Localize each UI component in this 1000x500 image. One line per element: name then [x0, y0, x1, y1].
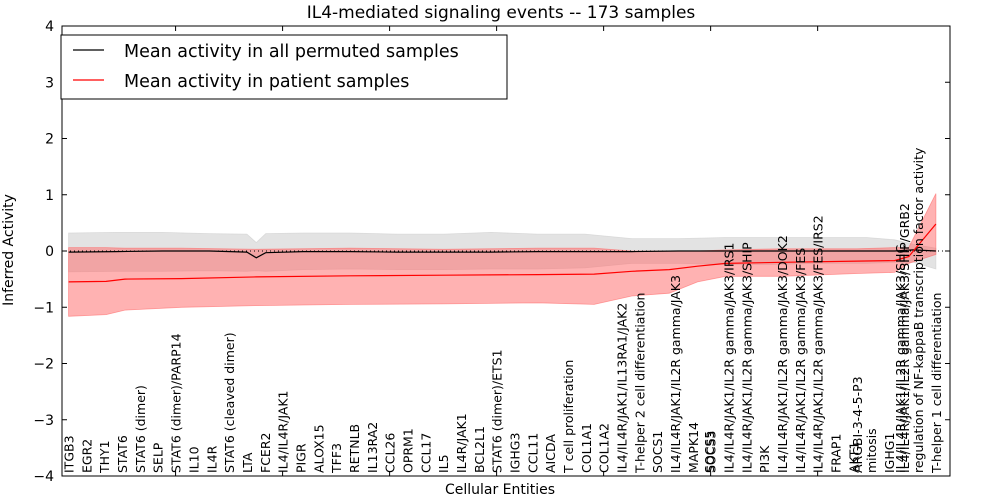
lines-layer [68, 223, 937, 283]
series-line-patient [68, 223, 937, 283]
legend-box [60, 34, 508, 100]
x-tick-label: SOCS1 [650, 431, 665, 473]
y-tick-label: 2 [45, 132, 54, 148]
x-tick-label: IL4/IL4R/JAK1/IL2R gamma/JAK3 [668, 275, 683, 473]
x-tick-label: COL1A1 [579, 423, 594, 473]
x-tick-label: FRAP1 [829, 434, 844, 473]
x-tick-label: IL10 [186, 446, 201, 473]
y-tick-label: −4 [33, 469, 54, 485]
y-tick-label: −1 [33, 300, 54, 316]
x-tick-label: AICDA [543, 434, 558, 473]
x-tick-label: CCL26 [383, 433, 398, 473]
x-tick-label: LTA [240, 452, 255, 473]
x-tick-label: TFF3 [329, 443, 344, 474]
x-tick-label: RETNLB [347, 424, 362, 473]
x-tick-label: IL4/IL4R/JAK1/IL2R gamma/JAK3/SHIP/GRB2 [897, 203, 912, 473]
x-tick-label: AKT1 [846, 442, 861, 473]
x-tick-label: mitosis [864, 428, 879, 473]
y-axis: −4 −3 −2 −1 0 1 2 3 4 [33, 19, 950, 485]
x-tick-label: ITGB3 [62, 435, 77, 473]
x-tick-label: EGR2 [79, 439, 94, 473]
x-tick-label: SELP [151, 442, 166, 473]
series-line-permuted [68, 249, 936, 259]
x-axis-label: Cellular Entities [445, 482, 555, 498]
x-tick-label: MAPK14 [686, 422, 701, 473]
x-tick-label: IL4/IL4R/JAK1/IL2R gamma/JAK3/SHC [893, 245, 908, 473]
x-tick-label: IL4/IL4R/JAK1/IL2R gamma/JAK3/DOK2 [775, 235, 790, 473]
x-tick-label: regulation of NF-kappaB transcription fa… [911, 147, 926, 473]
x-tick-label: ALOX15 [311, 424, 326, 473]
x-tick-label: IL5 [436, 454, 451, 473]
x-tick-label: T cell proliferation [561, 360, 576, 474]
x-tick-label: STAT6 (dimer)/PARP14 [169, 333, 184, 473]
x-tick-label: OPRM1 [400, 428, 415, 473]
y-axis-label: Inferred Activity [1, 194, 17, 306]
x-tick-label: IL4/IL4R/JAK1/IL2R gamma/JAK3/FES/IRS2 [811, 215, 826, 473]
x-tick-label: T-helper 2 cell differentiation [632, 293, 647, 474]
x-tick-label: IL4/IL4R/JAK1/IL2R gamma/JAK3/IRS1 [722, 243, 737, 473]
y-tick-label: 0 [45, 244, 54, 260]
x-tick-label: COL1A2 [597, 423, 612, 473]
legend-label-patient: Mean activity in patient samples [124, 72, 409, 92]
legend: Mean activity in all permuted samples Me… [60, 34, 508, 100]
x-tick-label: IL4/IL4R/JAK1/IL2R gamma/JAK3/FES [793, 248, 808, 473]
x-tick-label: IL4/IL4R/JAK1/IL2R gamma/JAK3/SHIP [739, 242, 754, 473]
x-tick-label: SOCS3 [704, 431, 719, 473]
x-tick-label: FCER2 [258, 433, 273, 473]
x-tick-label: IL13RA2 [365, 422, 380, 473]
x-tick-label: IL4R [204, 445, 219, 473]
y-tick-label: −3 [33, 413, 54, 429]
x-tick-label: CCL17 [418, 433, 433, 473]
band-patient [68, 193, 937, 317]
x-tick-label: IL4/IL4R/JAK1 [276, 391, 291, 473]
x-tick-label: ARGBI-3-4-5-P3 [850, 376, 865, 473]
x-tick-label: PIGR [293, 443, 308, 473]
x-tick-label: T-helper 1 cell differentiation [929, 293, 944, 474]
x-tick-label: SOCS5 [702, 431, 717, 473]
y-tick-label: 4 [45, 19, 54, 35]
x-tick-label: STAT6 (dimer) [133, 385, 148, 473]
x-tick-label: CCL11 [525, 433, 540, 473]
x-tick-label: THY1 [97, 440, 112, 474]
x-tick-label: BCL2L1 [472, 426, 487, 473]
y-tick-label: 1 [45, 188, 54, 204]
x-tick-label: STAT6 [115, 435, 130, 473]
x-tick-label: STAT6 (cleaved dimer) [222, 332, 237, 473]
legend-label-permuted: Mean activity in all permuted samples [124, 42, 459, 62]
x-tick-label: STAT6 (dimer)/ETS1 [490, 349, 505, 473]
x-tick-label: IGHG3 [507, 433, 522, 473]
x-tick-label: PI3K [757, 445, 772, 473]
x-tick-labels: ITGB3 EGR2 THY1 STAT6 STAT6 (dimer) SELP STAT6… [62, 147, 944, 474]
x-axis [175, 26, 819, 476]
y-tick-label: −2 [33, 357, 54, 373]
chart-title: IL4-mediated signaling events -- 173 sam… [307, 3, 696, 23]
x-tick-label: IL4/IL4R/JAK1/IL13RA1/JAK2 [615, 303, 630, 473]
x-tick-label: IGHG1 [882, 433, 897, 473]
x-tick-label: IL4R/JAK1 [454, 413, 469, 473]
y-tick-label: 3 [45, 75, 54, 91]
